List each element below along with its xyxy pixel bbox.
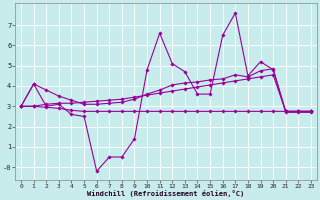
X-axis label: Windchill (Refroidissement éolien,°C): Windchill (Refroidissement éolien,°C) [87,190,244,197]
